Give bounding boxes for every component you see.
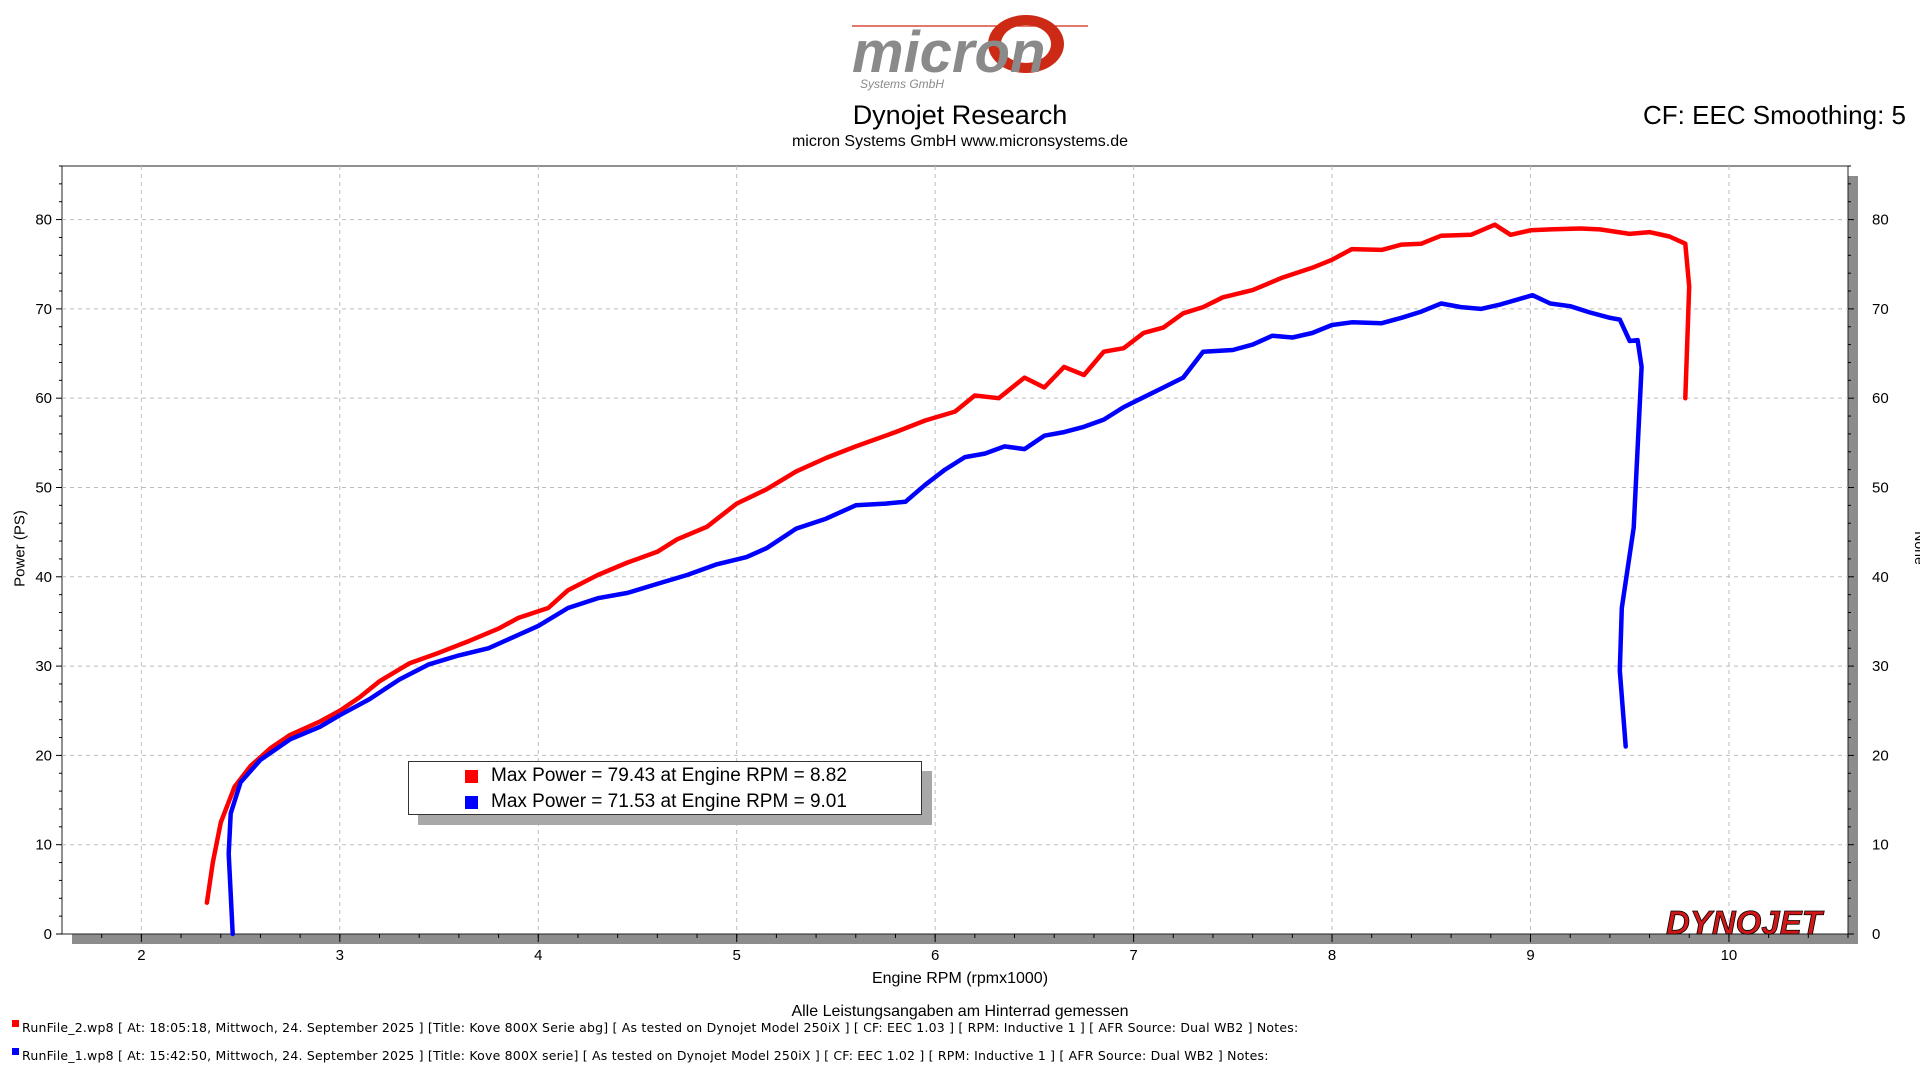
y-tick-label: 50 (35, 479, 52, 496)
y-axis-label: Power (PS) (11, 510, 29, 587)
legend-swatch-red (465, 770, 478, 783)
x-tick-label: 4 (534, 947, 542, 964)
run-info-2: RunFile_2.wp8 [ At: 18:05:18, Mittwoch, … (12, 1020, 1298, 1035)
plot-area (61, 165, 1849, 935)
chart-subtitle: micron Systems GmbH www.micronsystems.de (791, 133, 1129, 150)
y-tick-label: 40 (35, 569, 52, 586)
run-info-1-text: RunFile_1.wp8 [ At: 15:42:50, Mittwoch, … (22, 1048, 1269, 1063)
micron-logo: micron Systems GmbH (852, 15, 1088, 91)
y-tick-label: 20 (35, 747, 52, 764)
x-tick-label: 10 (1721, 947, 1738, 964)
y-right-tick-label: 70 (1872, 301, 1889, 318)
y-tick-label: 60 (35, 390, 52, 407)
y-tick-label: 70 (35, 301, 52, 318)
y-axis-right-label: None (1912, 531, 1920, 565)
y-tick-label: 80 (35, 212, 52, 229)
y-right-tick-label: 60 (1872, 390, 1889, 407)
y-tick-label: 10 (35, 837, 52, 854)
series-line-blue (226, 292, 1644, 937)
legend-entry-red: Max Power = 79.43 at Engine RPM = 8.82 (491, 765, 847, 786)
y-right-tick-label: 50 (1872, 479, 1889, 496)
x-tick-label: 5 (733, 947, 741, 964)
x-tick-label: 8 (1328, 947, 1336, 964)
y-tick-label: 30 (35, 658, 52, 675)
axis-ticks: 2 3 4 5 6 7 8 9 10 0 0 10 10 20 20 30 30 40 40 50 50 60 60 70 70… (35, 165, 1889, 964)
legend-swatch-blue (465, 796, 478, 809)
y-right-tick-label: 0 (1872, 926, 1880, 943)
y-right-tick-label: 30 (1872, 658, 1889, 675)
correction-factor-info: CF: EEC Smoothing: 5 (1643, 100, 1906, 130)
x-tick-label: 9 (1526, 947, 1534, 964)
x-tick-label: 7 (1129, 947, 1137, 964)
y-right-tick-label: 10 (1872, 837, 1889, 854)
logo-wordmark: micron (852, 20, 1045, 85)
chart-title: Dynojet Research (852, 100, 1068, 130)
y-right-tick-label: 80 (1872, 212, 1889, 229)
run-marker-red (12, 1020, 19, 1027)
series-layer (204, 222, 1692, 937)
y-right-tick-label: 20 (1872, 747, 1889, 764)
power-chart: 2 3 4 5 6 7 8 9 10 0 0 10 10 20 20 30 30 40 40 50 50 60 60 70 70… (35, 165, 1889, 964)
logo-tagline: Systems GmbH (860, 77, 944, 91)
x-axis-label: Engine RPM (rpmx1000) (871, 970, 1049, 987)
measurement-note: Alle Leistungsangaben am Hinterrad gemes… (791, 1003, 1129, 1020)
logo-inner-ellipse (1001, 25, 1051, 63)
y-tick-label: 0 (44, 926, 52, 943)
legend: Max Power = 79.43 at Engine RPM = 8.82 M… (408, 761, 922, 815)
dynojet-wordmark: DYNOJET (1666, 904, 1825, 938)
x-tick-label: 6 (931, 947, 939, 964)
y-right-tick-label: 40 (1872, 569, 1889, 586)
dynojet-logo: DYNOJET (1666, 904, 1826, 938)
series-line-red (204, 222, 1692, 905)
grid-lines (62, 166, 1848, 934)
x-tick-label: 2 (137, 947, 145, 964)
run-info-1: RunFile_1.wp8 [ At: 15:42:50, Mittwoch, … (12, 1048, 1269, 1063)
legend-entry-blue: Max Power = 71.53 at Engine RPM = 9.01 (491, 791, 847, 812)
x-tick-label: 3 (336, 947, 344, 964)
run-marker-blue (12, 1048, 19, 1055)
run-info-2-text: RunFile_2.wp8 [ At: 18:05:18, Mittwoch, … (22, 1020, 1299, 1035)
